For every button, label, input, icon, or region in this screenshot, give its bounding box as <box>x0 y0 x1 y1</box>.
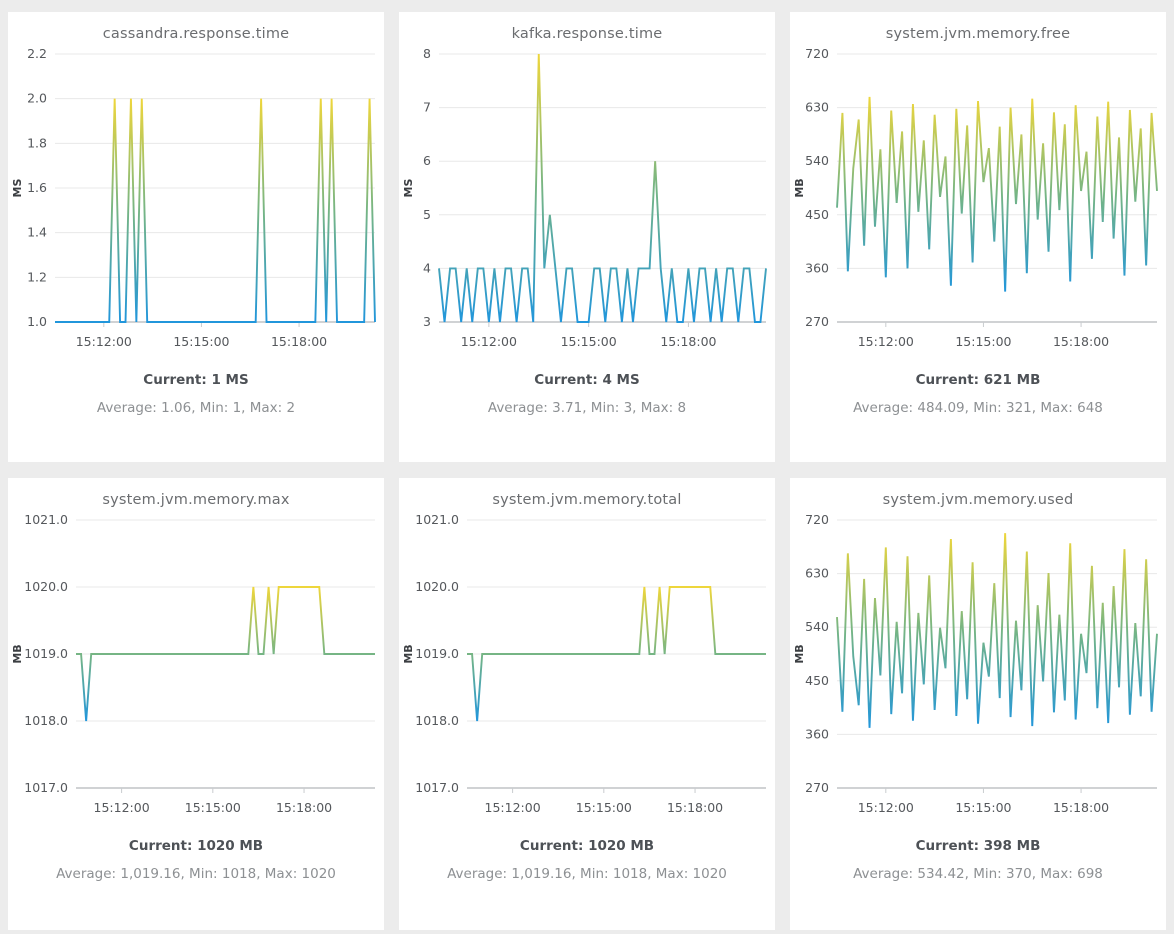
svg-text:15:18:00: 15:18:00 <box>660 334 716 349</box>
svg-text:1020.0: 1020.0 <box>24 579 68 594</box>
svg-text:15:15:00: 15:15:00 <box>955 334 1011 349</box>
svg-text:1020.0: 1020.0 <box>415 579 459 594</box>
svg-text:MB: MB <box>793 178 806 197</box>
svg-text:8: 8 <box>423 46 431 61</box>
svg-text:7: 7 <box>423 100 431 115</box>
chart-title: kafka.response.time <box>511 26 663 42</box>
chart-canvas[interactable]: 720 630 540 450 360 270 MB 15:12:00 15:15:00 15:1… <box>790 512 1166 824</box>
svg-text:15:15:00: 15:15:00 <box>576 800 632 815</box>
svg-text:1019.0: 1019.0 <box>24 646 68 661</box>
metric-card-jvm-memory-used: system.jvm.memory.used 720 630 540 450 360 27… <box>790 478 1166 930</box>
chart-title: system.jvm.memory.used <box>882 492 1074 508</box>
svg-text:15:12:00: 15:12:00 <box>94 800 150 815</box>
svg-text:MB: MB <box>11 644 24 663</box>
chart-stats: Average: 1,019.16, Min: 1018, Max: 1020 <box>447 866 727 882</box>
chart-canvas[interactable]: 8 7 6 5 4 3 MS 15:12:00 15:15:00 15:18:00 <box>399 46 775 358</box>
svg-text:15:18:00: 15:18:00 <box>1053 334 1109 349</box>
chart-stats: Average: 534.42, Min: 370, Max: 698 <box>853 866 1103 882</box>
svg-text:15:18:00: 15:18:00 <box>271 334 327 349</box>
svg-text:MB: MB <box>793 644 806 663</box>
svg-text:MB: MB <box>402 644 415 663</box>
svg-text:15:12:00: 15:12:00 <box>485 800 541 815</box>
svg-text:1019.0: 1019.0 <box>415 646 459 661</box>
svg-text:15:12:00: 15:12:00 <box>858 800 914 815</box>
metric-card-cassandra-response-time: cassandra.response.time 2.2 2.0 1.8 1.6 1.4 1… <box>8 12 384 462</box>
metric-card-kafka-response-time: kafka.response.time 8 7 6 5 4 3 MS 15:12:00 15:1… <box>399 12 775 462</box>
chart-stats: Average: 484.09, Min: 321, Max: 648 <box>853 400 1103 416</box>
chart-current-value: Current: 621 MB <box>915 372 1041 388</box>
svg-text:630: 630 <box>805 100 829 115</box>
chart-current-value: Current: 1020 MB <box>519 838 655 854</box>
chart-current-value: Current: 1020 MB <box>128 838 264 854</box>
svg-text:1017.0: 1017.0 <box>24 780 68 795</box>
svg-text:1.0: 1.0 <box>27 314 47 329</box>
chart-title: system.jvm.memory.max <box>102 492 290 508</box>
svg-text:15:15:00: 15:15:00 <box>955 800 1011 815</box>
svg-text:1.4: 1.4 <box>27 225 47 240</box>
metric-card-jvm-memory-free: system.jvm.memory.free 720 630 540 450 360 27… <box>790 12 1166 462</box>
svg-text:MS: MS <box>11 178 24 197</box>
svg-text:4: 4 <box>423 260 431 275</box>
svg-text:15:12:00: 15:12:00 <box>858 334 914 349</box>
svg-text:1.2: 1.2 <box>27 269 47 284</box>
svg-text:270: 270 <box>805 780 829 795</box>
metric-card-jvm-memory-total: system.jvm.memory.total 1021.0 1020.0 1019… <box>399 478 775 930</box>
svg-text:15:15:00: 15:15:00 <box>173 334 229 349</box>
chart-current-value: Current: 4 MS <box>534 372 640 388</box>
svg-text:6: 6 <box>423 153 431 168</box>
svg-text:15:12:00: 15:12:00 <box>76 334 132 349</box>
svg-text:15:15:00: 15:15:00 <box>561 334 617 349</box>
svg-text:2.2: 2.2 <box>27 46 47 61</box>
chart-title: system.jvm.memory.total <box>492 492 682 508</box>
svg-text:540: 540 <box>805 153 829 168</box>
chart-stats: Average: 3.71, Min: 3, Max: 8 <box>487 400 687 416</box>
svg-text:5: 5 <box>423 207 431 222</box>
svg-text:1021.0: 1021.0 <box>415 512 459 527</box>
chart-canvas[interactable]: 1021.0 1020.0 1019.0 1018.0 1017.0 MB 15:12:00… <box>8 512 384 824</box>
chart-canvas[interactable]: 1021.0 1020.0 1019.0 1018.0 1017.0 MB 15:12:00… <box>399 512 775 824</box>
chart-canvas[interactable]: 720 630 540 450 360 270 MB 15:12:00 15:15:00 15:1… <box>790 46 1166 358</box>
svg-text:1017.0: 1017.0 <box>415 780 459 795</box>
svg-text:360: 360 <box>805 726 829 741</box>
svg-text:15:12:00: 15:12:00 <box>461 334 517 349</box>
svg-text:270: 270 <box>805 314 829 329</box>
svg-text:540: 540 <box>805 619 829 634</box>
svg-text:1018.0: 1018.0 <box>24 713 68 728</box>
chart-canvas[interactable]: 2.2 2.0 1.8 1.6 1.4 1.2 1.0 MS 15:12:00 15:15:00 1… <box>8 46 384 358</box>
svg-text:15:18:00: 15:18:00 <box>667 800 723 815</box>
svg-text:15:15:00: 15:15:00 <box>185 800 241 815</box>
svg-text:450: 450 <box>805 207 829 222</box>
svg-text:1.8: 1.8 <box>27 135 47 150</box>
svg-text:720: 720 <box>805 46 829 61</box>
svg-text:2.0: 2.0 <box>27 91 47 106</box>
svg-text:630: 630 <box>805 566 829 581</box>
svg-text:1021.0: 1021.0 <box>24 512 68 527</box>
chart-current-value: Current: 398 MB <box>915 838 1041 854</box>
svg-text:720: 720 <box>805 512 829 527</box>
svg-text:3: 3 <box>423 314 431 329</box>
svg-text:1018.0: 1018.0 <box>415 713 459 728</box>
svg-text:360: 360 <box>805 260 829 275</box>
chart-current-value: Current: 1 MS <box>143 372 249 388</box>
chart-stats: Average: 1.06, Min: 1, Max: 2 <box>96 400 296 416</box>
metric-card-jvm-memory-max: system.jvm.memory.max 1021.0 1020.0 1019.0… <box>8 478 384 930</box>
svg-text:MS: MS <box>402 178 415 197</box>
svg-text:15:18:00: 15:18:00 <box>1053 800 1109 815</box>
svg-text:15:18:00: 15:18:00 <box>276 800 332 815</box>
svg-text:450: 450 <box>805 673 829 688</box>
svg-text:1.6: 1.6 <box>27 180 47 195</box>
chart-title: system.jvm.memory.free <box>885 26 1071 42</box>
chart-stats: Average: 1,019.16, Min: 1018, Max: 1020 <box>56 866 336 882</box>
chart-title: cassandra.response.time <box>102 26 290 42</box>
